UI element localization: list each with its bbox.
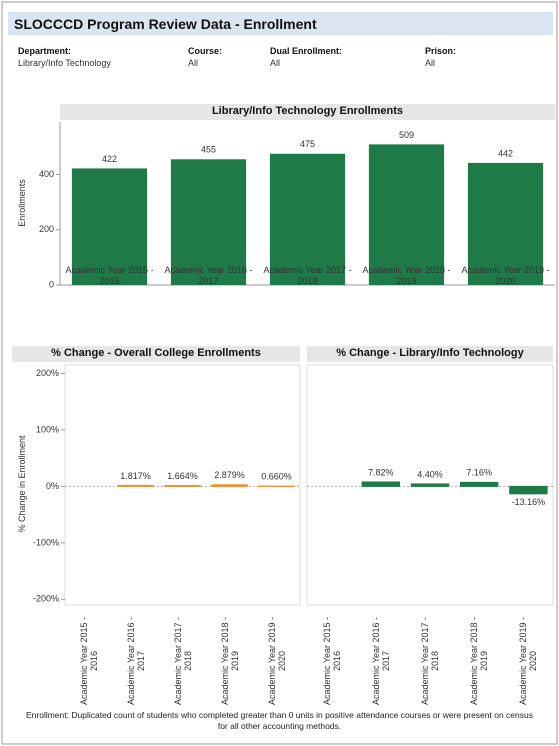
filter-value: All: [188, 58, 199, 68]
value-label: 0.660%: [261, 471, 292, 481]
x-tick-label: Academic Year 2017 - 2018: [172, 616, 193, 706]
value-label: 422: [102, 154, 117, 164]
x-tick-label: Academic Year 2016 - 2017: [125, 616, 146, 706]
x-tick-label: Academic Year 2017 - 2018: [263, 265, 352, 286]
x-tick-label: Academic Year 2016 - 2017: [370, 616, 391, 706]
x-tick-label: Academic Year 2017 - 2018: [420, 616, 440, 706]
y-tick-label: -200%: [33, 594, 59, 604]
title-bar: [8, 12, 553, 35]
filter-value: All: [425, 58, 436, 68]
bar: [410, 483, 450, 487]
footnote: Enrollment: Duplicated count of students…: [26, 710, 533, 731]
value-label: 475: [300, 139, 315, 149]
plot-frame: [64, 364, 301, 606]
plot-frame: [306, 364, 554, 606]
x-tick-label: Academic Year 2016 - 2017: [164, 265, 253, 286]
x-tick-label: Academic Year 2019 - 2020: [461, 265, 550, 286]
bar: [170, 159, 247, 285]
filter-label: Prison:: [425, 46, 457, 56]
y-axis-label: % Change in Enrollment: [17, 435, 27, 533]
bar: [460, 481, 499, 487]
page-title: SLOCCCD Program Review Data - Enrollment: [14, 16, 317, 32]
bar: [368, 144, 445, 285]
value-label: 2.879%: [214, 470, 245, 480]
bar: [269, 153, 346, 285]
y-tick-label: 0: [49, 279, 54, 289]
bar: [71, 168, 148, 285]
filter-label: Course:: [188, 46, 223, 56]
chart-title-bar: [307, 346, 553, 362]
value-label: 509: [399, 130, 414, 140]
y-axis-label: Enrollments: [17, 178, 27, 227]
bar: [509, 485, 548, 495]
chart-title: % Change - Overall College Enrollments: [51, 347, 261, 359]
value-label: 7.82%: [368, 467, 394, 477]
x-tick-label: Academic Year 2015 - 2016: [65, 265, 154, 286]
y-tick-label: 400: [39, 169, 54, 179]
value-label: 442: [498, 148, 513, 158]
x-tick-label: Academic Year 2018 - 2019: [469, 616, 490, 706]
y-tick-label: 200%: [36, 368, 59, 378]
value-label: -13.16%: [512, 497, 546, 507]
bar: [361, 481, 400, 487]
value-label: 1.817%: [120, 471, 151, 481]
x-tick-label: Academic Year 2015 - 2016: [78, 616, 99, 706]
y-tick-label: 100%: [36, 424, 59, 434]
chart-title: % Change - Library/Info Technology: [336, 347, 524, 359]
value-label: 4.40%: [417, 469, 443, 479]
x-tick-label: Academic Year 2019 - 2020: [518, 616, 539, 706]
bar: [117, 484, 154, 487]
bar: [467, 162, 544, 285]
value-label: 1.664%: [167, 471, 198, 481]
x-tick-label: Academic Year 2019 - 2020: [266, 616, 287, 706]
filter-value: Library/Info Technology: [18, 58, 111, 68]
chart-title-bar: [12, 346, 300, 362]
y-tick-label: -100%: [33, 537, 59, 547]
chart-title: Library/Info Technology Enrollments: [211, 105, 404, 117]
x-tick-label: Academic Year 2018 - 2019: [219, 616, 240, 706]
y-tick-label: 0%: [46, 481, 59, 491]
bar: [164, 484, 201, 487]
chart-title-bar: [60, 104, 555, 120]
x-tick-label: Academic Year 2015 - 2016: [321, 616, 342, 706]
x-tick-label: Academic Year 2018 - 2019: [362, 265, 451, 286]
filter-label: Dual Enrollment:: [270, 46, 343, 56]
filter-value: All: [270, 58, 281, 68]
bar: [211, 484, 248, 487]
y-tick-label: 200: [39, 224, 54, 234]
value-label: 455: [201, 145, 216, 155]
value-label: 7.16%: [466, 468, 492, 478]
filter-label: Department:: [18, 46, 72, 56]
